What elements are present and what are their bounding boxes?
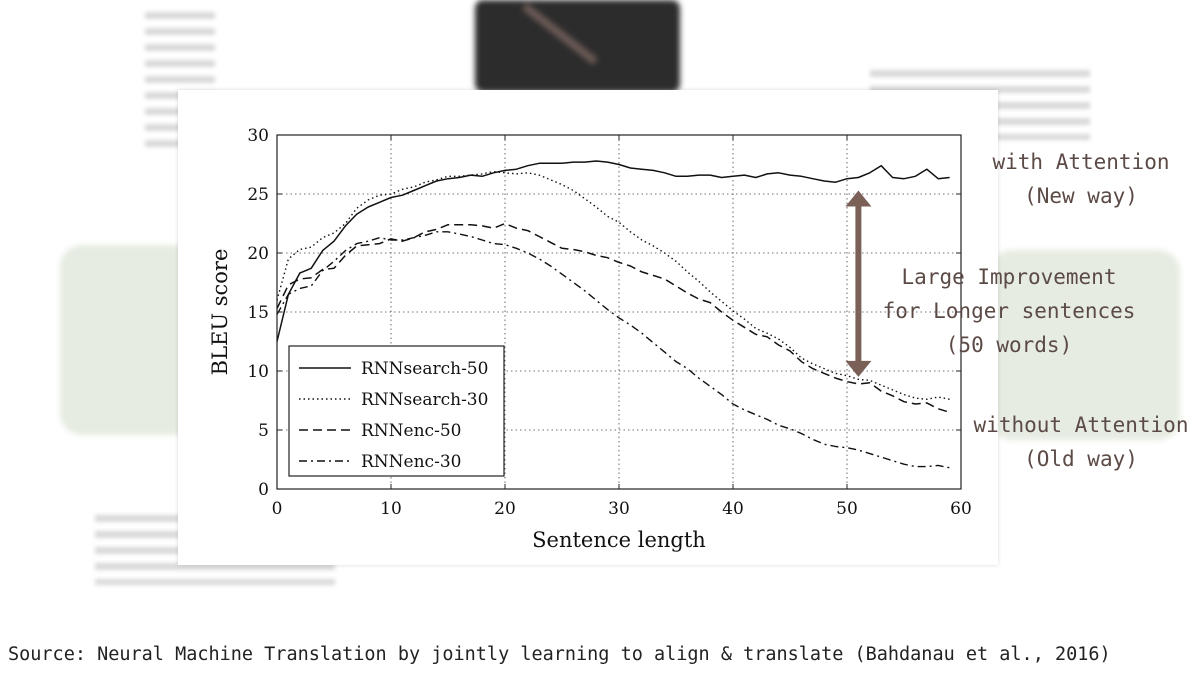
series-line-rnnsearch-50	[276, 160, 950, 342]
y-tick-label: 20	[247, 244, 269, 264]
bleu-line-chart: 0 10 20 30 40 50 60 0 5 10 15 20 25 30 Sentence lengt…	[208, 126, 972, 552]
series-line-rnnenc-30	[276, 231, 950, 469]
without-attention-annotation: without Attention (Old way)	[972, 408, 1190, 476]
annotation-line: (50 words)	[945, 333, 1073, 357]
improvement-arrow	[845, 190, 872, 377]
background-card-right	[990, 250, 1180, 440]
y-tick-label: 0	[258, 480, 269, 500]
y-tick-label: 5	[258, 421, 269, 441]
annotation-line: Large Improvement	[901, 265, 1117, 289]
arrow-head-up	[845, 190, 872, 207]
x-tick-label: 40	[722, 499, 744, 519]
annotation-line: (New way)	[1024, 184, 1138, 208]
x-tick-label: 20	[494, 499, 516, 519]
background-image-thumbnail	[475, 0, 680, 92]
with-attention-annotation: with Attention (New way)	[992, 145, 1170, 213]
legend-label: RNNsearch-30	[361, 390, 488, 410]
annotation-line: (Old way)	[1024, 447, 1138, 471]
series-line-rnnenc-50	[276, 222, 950, 414]
annotation-line: without Attention	[973, 413, 1189, 437]
annotation-line: with Attention	[992, 150, 1170, 174]
arrow-head-down	[845, 360, 872, 377]
y-tick-label: 10	[247, 362, 269, 382]
chart-panel: 0 10 20 30 40 50 60 0 5 10 15 20 25 30 Sentence lengt…	[178, 90, 998, 565]
x-tick-label: 10	[380, 499, 402, 519]
x-tick-label: 0	[272, 499, 283, 519]
legend: RNNsearch-50 RNNsearch-30 RNNenc-50 RNNenc-…	[288, 345, 505, 477]
y-tick-label: 15	[247, 303, 269, 323]
improvement-annotation: Large Improvement for Longer sentences (…	[875, 260, 1143, 362]
y-tick-label: 25	[247, 185, 269, 205]
legend-label: RNNenc-30	[361, 452, 461, 472]
series-lines	[276, 160, 950, 469]
x-tick-label: 30	[608, 499, 630, 519]
y-tick-label: 30	[247, 126, 269, 146]
x-tick-label: 50	[836, 499, 858, 519]
x-axis-label: Sentence length	[532, 528, 706, 552]
x-tick-label: 60	[950, 499, 972, 519]
source-citation: Source: Neural Machine Translation by jo…	[8, 644, 1111, 665]
axis-ticks: 0 10 20 30 40 50 60 0 5 10 15 20 25 30	[247, 126, 971, 519]
legend-label: RNNsearch-50	[361, 359, 488, 379]
annotation-line: for Longer sentences	[882, 299, 1136, 323]
y-axis-label: BLEU score	[208, 249, 232, 376]
legend-label: RNNenc-50	[361, 421, 461, 441]
